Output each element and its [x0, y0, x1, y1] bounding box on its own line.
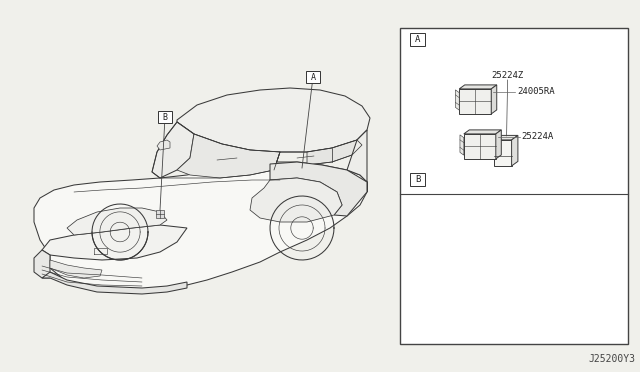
Polygon shape [464, 130, 501, 134]
Polygon shape [460, 85, 497, 89]
Text: B: B [163, 112, 168, 122]
Polygon shape [511, 135, 518, 166]
Bar [410, 33, 425, 46]
Polygon shape [456, 90, 460, 110]
Polygon shape [152, 122, 194, 178]
Polygon shape [177, 88, 370, 152]
Polygon shape [67, 208, 167, 235]
Polygon shape [177, 134, 280, 178]
Text: J25200Y3: J25200Y3 [588, 354, 635, 364]
Polygon shape [464, 134, 496, 159]
Text: 25224Z: 25224Z [492, 71, 524, 80]
Polygon shape [50, 260, 102, 278]
Polygon shape [460, 89, 492, 114]
Text: B: B [415, 175, 420, 184]
Bar [400, 28, 628, 344]
Text: 24005RA: 24005RA [517, 87, 555, 96]
Polygon shape [493, 140, 511, 166]
Polygon shape [270, 162, 367, 216]
Text: A: A [415, 35, 420, 44]
Text: 25224A: 25224A [522, 132, 554, 141]
Polygon shape [460, 135, 464, 155]
Bar [158, 111, 172, 123]
Polygon shape [493, 135, 518, 140]
Polygon shape [347, 130, 367, 192]
Polygon shape [157, 140, 170, 150]
Polygon shape [42, 225, 187, 260]
Bar [306, 71, 320, 83]
Polygon shape [492, 85, 497, 114]
Bar [410, 173, 425, 186]
Polygon shape [250, 178, 342, 222]
Polygon shape [34, 250, 50, 278]
Polygon shape [42, 272, 187, 294]
Text: A: A [310, 73, 316, 81]
Polygon shape [307, 130, 367, 165]
Polygon shape [156, 210, 164, 218]
Polygon shape [496, 130, 501, 159]
Polygon shape [34, 162, 367, 290]
